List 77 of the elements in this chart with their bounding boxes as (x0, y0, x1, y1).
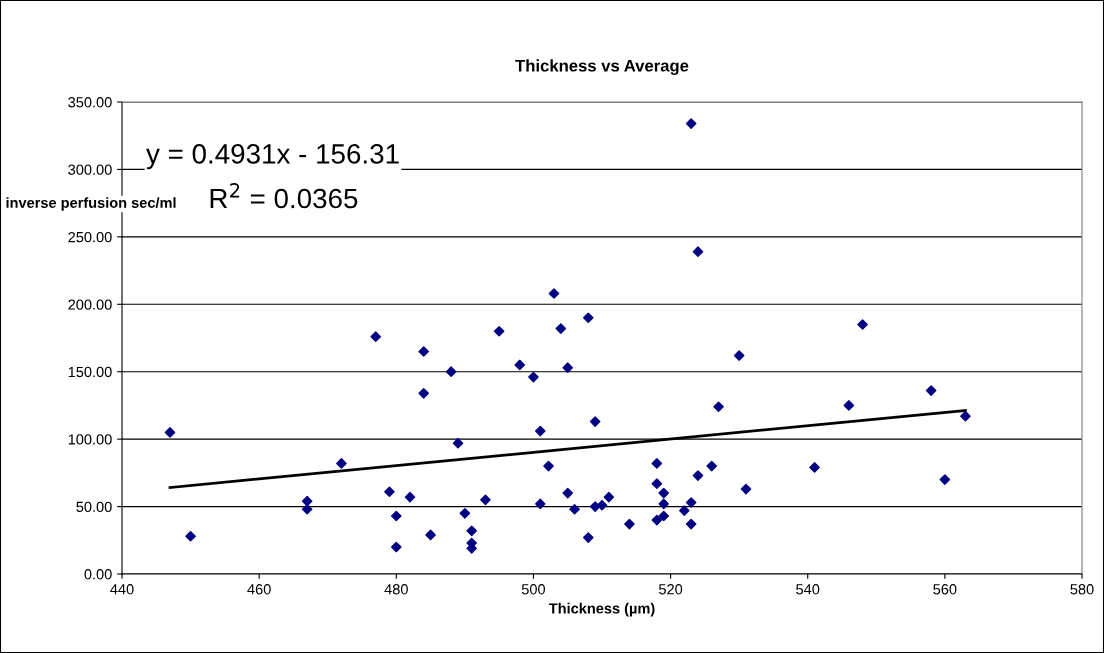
point (418, 346, 430, 357)
point (733, 350, 745, 361)
x-tick-label: 540 (796, 584, 820, 595)
annotation: R$^{2}$ = 0.0365 (210, 183, 358, 209)
point (692, 470, 704, 481)
point (445, 366, 457, 378)
point (582, 312, 594, 324)
x-tick-label: 560 (933, 584, 957, 595)
point (384, 486, 395, 498)
y-tick-label: 300.00 (68, 164, 112, 175)
y-tick-label: 200.00 (68, 299, 112, 310)
x-tick-label: 440 (110, 584, 134, 595)
point (603, 491, 615, 503)
point (418, 387, 430, 399)
point (925, 385, 937, 396)
point (390, 541, 402, 553)
point (555, 323, 567, 334)
x-tick-label: 480 (384, 584, 408, 595)
point (569, 503, 580, 515)
point (651, 514, 663, 526)
point (301, 495, 313, 507)
y-tick-label: 50.00 (76, 501, 112, 512)
y-tick-label: 0.00 (84, 569, 112, 580)
point (370, 331, 382, 342)
x-axis-title: Thickness (µm) (548, 602, 655, 617)
point (658, 498, 670, 510)
point (843, 400, 855, 411)
point (425, 529, 436, 541)
point (164, 427, 176, 438)
point (480, 494, 491, 506)
y-tick-label: 250.00 (68, 231, 112, 243)
point (651, 458, 663, 469)
x-tick-label: 500 (521, 584, 546, 595)
point (658, 510, 670, 522)
point (589, 501, 601, 512)
point (685, 497, 697, 508)
point (857, 319, 868, 330)
point (493, 325, 505, 337)
point (336, 458, 347, 469)
x-tick-label: 520 (658, 584, 683, 595)
point (651, 478, 663, 489)
point (543, 460, 554, 472)
point (459, 508, 471, 519)
point (624, 518, 635, 530)
point (528, 371, 539, 383)
y-tick-label: 350.00 (68, 97, 112, 108)
point (692, 246, 704, 257)
point (589, 416, 601, 427)
chart-title: Thickness vs Average (515, 59, 689, 75)
point (185, 530, 196, 542)
point (740, 483, 752, 495)
y-tick-label: 150.00 (68, 366, 112, 378)
point (562, 487, 574, 499)
y-axis-title: inverse perfusion sec/ml (6, 197, 176, 211)
point (960, 410, 971, 422)
point (582, 532, 594, 543)
point (404, 491, 416, 503)
point (466, 525, 478, 537)
point (939, 474, 951, 485)
x-tick-label: 460 (247, 584, 271, 595)
point (809, 462, 820, 473)
y-tick-label: 100.00 (68, 434, 112, 445)
point (452, 437, 464, 449)
point (685, 118, 697, 129)
point (390, 510, 402, 522)
point (514, 359, 526, 371)
point (678, 505, 690, 516)
point (534, 425, 546, 437)
point (548, 288, 560, 299)
point (562, 362, 574, 373)
point (713, 401, 724, 413)
annotation: y = 0.4931x - 156.31 (146, 144, 399, 170)
x-tick-label: 580 (1070, 584, 1094, 595)
point (706, 460, 718, 472)
point (534, 498, 546, 510)
point (685, 518, 697, 530)
point (658, 487, 670, 499)
